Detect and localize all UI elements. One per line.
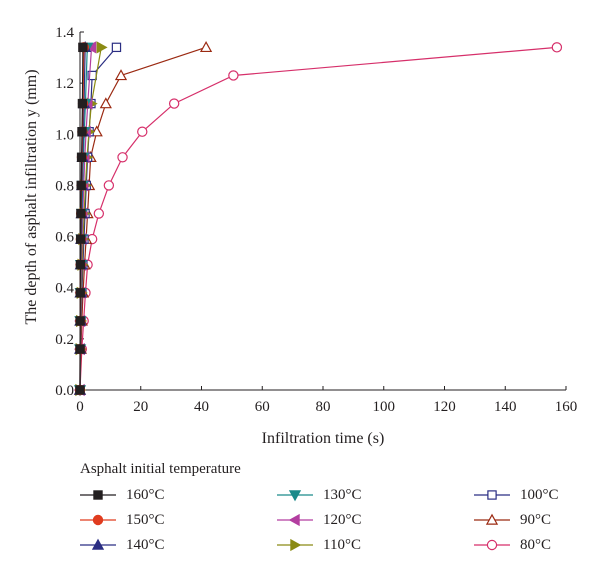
y-tick-label: 0.0	[55, 383, 74, 399]
x-tick-label: 80	[316, 399, 331, 415]
y-tick-label: 1.0	[55, 127, 74, 143]
data-point-160c	[78, 42, 88, 53]
legend-swatch-120c	[277, 513, 313, 527]
plot-area	[73, 41, 563, 397]
data-point-80c	[103, 180, 115, 191]
x-tick-label: 40	[194, 399, 209, 415]
data-point-160c	[76, 180, 86, 191]
series-90c	[73, 41, 213, 395]
legend-marker-150c	[92, 514, 104, 526]
y-tick-label: 0.8	[55, 178, 74, 194]
data-point-110c	[96, 41, 108, 54]
y-tick-label: 0.2	[55, 332, 74, 348]
legend-item-160c: 160°C	[80, 485, 165, 505]
legend-title: Asphalt initial temperature	[80, 461, 241, 477]
legend-swatch-130c	[277, 490, 313, 502]
legend-label: 120°C	[323, 511, 362, 528]
data-point-90c	[114, 69, 128, 81]
legend-item-140c: 140°C	[80, 535, 165, 555]
legend-marker-80c	[486, 539, 498, 551]
data-point-80c	[168, 98, 180, 109]
x-tick-label: 60	[255, 399, 270, 415]
legend-marker-130c	[288, 490, 302, 502]
legend-item-110c: 110°C	[277, 535, 361, 555]
data-point-100c	[111, 42, 122, 53]
data-point-160c	[76, 208, 86, 219]
legend-label: 100°C	[520, 486, 559, 503]
y-tick-label: 1.4	[55, 25, 74, 41]
legend-item-80c: 80°C	[474, 535, 551, 555]
data-point-90c	[199, 41, 213, 53]
legend-swatch-110c	[277, 538, 313, 552]
legend-item-100c: 100°C	[474, 485, 559, 505]
y-tick-label: 1.2	[55, 76, 74, 92]
legend-item-120c: 120°C	[277, 510, 362, 530]
data-point-160c	[75, 385, 85, 395]
series-160c	[75, 42, 88, 395]
data-point-160c	[75, 344, 85, 354]
legend-swatch-140c	[80, 538, 116, 550]
data-point-80c	[93, 208, 105, 219]
y-tick-label: 0.6	[55, 230, 74, 246]
legend-item-90c: 90°C	[474, 510, 551, 530]
y-tick-label: 0.4	[55, 281, 74, 297]
x-tick-label: 140	[494, 399, 517, 415]
legend-item-130c: 130°C	[277, 485, 362, 505]
legend-label: 90°C	[520, 511, 552, 528]
legend-marker-140c	[91, 538, 105, 550]
x-axis-label: Infiltration time (s)	[262, 430, 385, 447]
legend-marker-90c	[485, 513, 499, 525]
legend-item-150c: 150°C	[80, 510, 165, 530]
legend-swatch-80c	[474, 539, 510, 551]
data-point-80c	[137, 126, 148, 137]
legend-swatch-90c	[474, 513, 510, 525]
x-tick-label: 20	[133, 399, 148, 415]
data-point-80c	[228, 70, 239, 81]
data-point-80c	[551, 42, 563, 53]
data-point-160c	[77, 98, 88, 109]
legend-label: 130°C	[323, 486, 362, 503]
legend-swatch-100c	[474, 490, 510, 500]
legend-label: 150°C	[126, 511, 165, 528]
legend-swatch-150c	[80, 514, 116, 526]
data-point-160c	[77, 127, 87, 137]
legend-label: 80°C	[520, 536, 552, 553]
x-tick-label: 160	[555, 399, 578, 415]
legend-label: 110°C	[323, 536, 361, 553]
series-line-80c	[79, 46, 557, 391]
legend-marker-160c	[93, 490, 103, 500]
data-point-160c	[75, 260, 86, 270]
data-point-90c	[99, 97, 112, 109]
axes: 0 20 40 60 80 100 120 140 160 0.0 0.2 0.4 0.6 0.8 1.0 1…	[55, 25, 577, 415]
x-tick-label: 0	[76, 399, 84, 415]
data-point-160c	[76, 152, 87, 162]
legend-marker-100c	[487, 490, 497, 500]
data-point-80c	[117, 152, 128, 163]
x-tick-label: 100	[373, 399, 396, 415]
legend-label: 140°C	[126, 536, 165, 553]
data-point-160c	[75, 316, 85, 326]
x-tick-label: 120	[433, 399, 456, 415]
series-80c	[74, 42, 563, 396]
legend-label: 160°C	[126, 486, 165, 503]
legend-marker-120c	[288, 513, 300, 527]
y-axis-label: The depth of asphalt infiltration y (mm)	[23, 69, 40, 324]
legend-swatch-160c	[80, 490, 116, 500]
data-point-160c	[75, 234, 86, 244]
data-point-160c	[75, 288, 85, 298]
legend-marker-110c	[290, 538, 302, 552]
